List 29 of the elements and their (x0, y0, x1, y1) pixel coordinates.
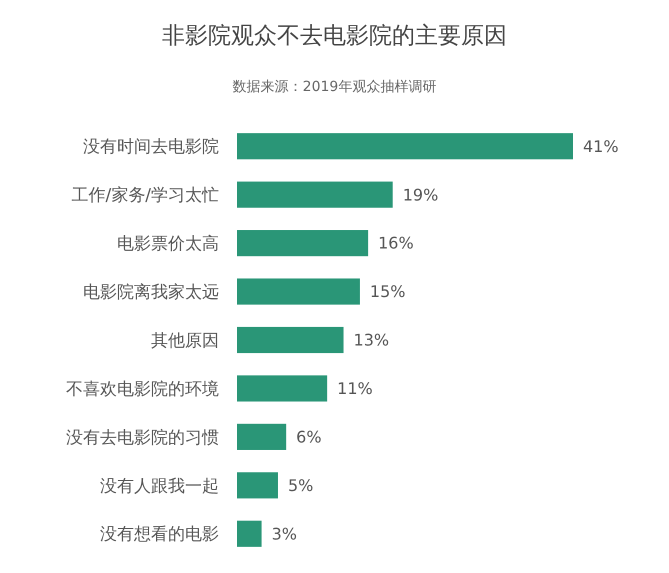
data-label: 6% (296, 427, 322, 446)
y-tick-label: 电影票价太高 (117, 234, 219, 254)
y-tick-label: 没有想看的电影 (100, 524, 219, 545)
data-label: 5% (288, 476, 314, 495)
y-tick-label: 没有去电影院的习惯 (66, 428, 219, 448)
bar (237, 326, 344, 354)
chart-subtitle: 数据来源：2019年观众抽样调研 (232, 79, 436, 95)
bar (237, 472, 278, 498)
data-label: 15% (370, 282, 406, 302)
bar (237, 133, 573, 160)
data-label: 19% (402, 185, 438, 204)
y-tick-label: 其他原因 (151, 330, 219, 351)
bar (237, 230, 368, 256)
bar (237, 520, 262, 547)
data-label: 41% (583, 136, 619, 156)
data-label: 16% (378, 234, 414, 253)
y-tick-label: 工作/家务/学习太忙 (72, 186, 219, 206)
chart-title: 非影院观众不去电影院的主要原因 (162, 23, 507, 49)
y-tick-label: 电影院离我家太远 (83, 282, 219, 303)
y-tick-label: 不喜欢电影院的环境 (66, 379, 219, 400)
y-tick-label: 没有时间去电影院 (83, 137, 219, 158)
bar (237, 375, 328, 402)
y-tick-label: 没有人跟我一起 (100, 476, 219, 496)
data-label: 13% (354, 330, 390, 350)
bar (237, 424, 286, 450)
data-label: 11% (337, 379, 373, 398)
data-label: 3% (272, 524, 297, 544)
bar (237, 182, 393, 208)
bar (237, 278, 360, 305)
